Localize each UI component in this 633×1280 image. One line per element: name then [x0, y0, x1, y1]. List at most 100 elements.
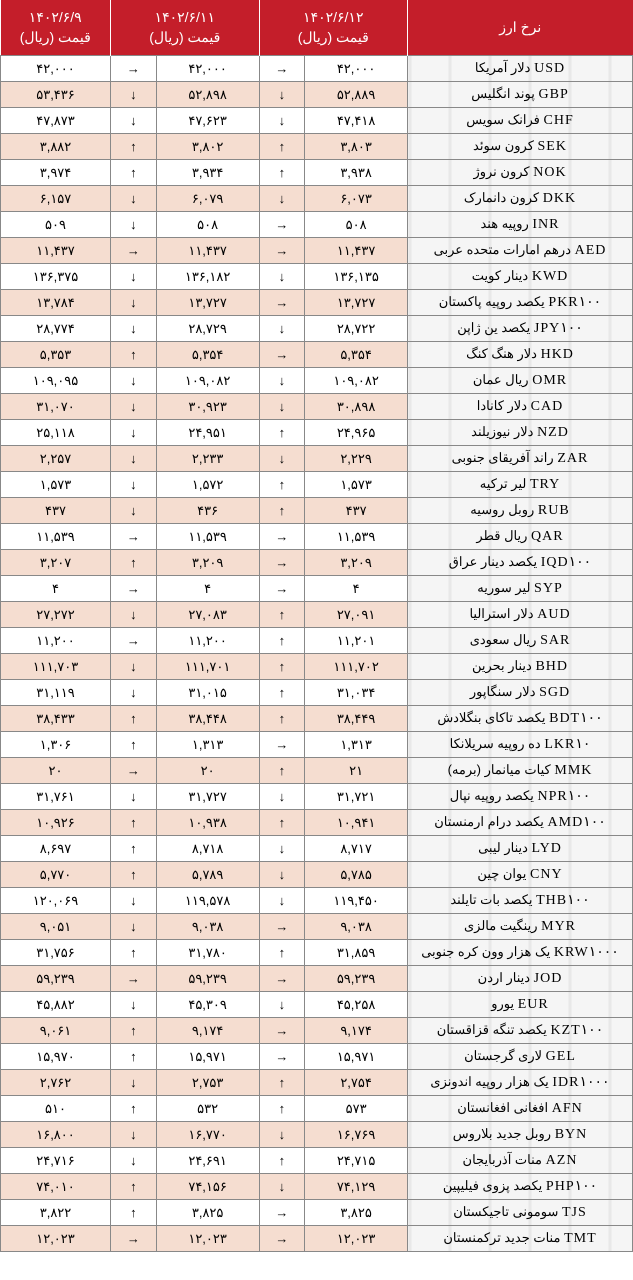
table-row: NPR۱۰۰ یکصد روپیه نپال۳۱,۷۲۱↓۳۱,۷۲۷↓۳۱,۷… [1, 784, 633, 810]
trend-arrow: ↓ [259, 1174, 305, 1200]
price-cell: ۵,۳۵۴ [305, 342, 408, 368]
currency-code: AZN [546, 1153, 578, 1168]
currency-code: TMT [564, 1231, 597, 1246]
price-cell: ۸,۷۱۷ [305, 836, 408, 862]
price-cell: ۱۱۹,۴۵۰ [305, 888, 408, 914]
table-row: JOD دینار اردن۵۹,۲۳۹→۵۹,۲۳۹→۵۹,۲۳۹ [1, 966, 633, 992]
currency-label: روبل روسیه [470, 502, 534, 517]
trend-arrow: ↑ [259, 758, 305, 784]
price-cell: ۴۳۷ [305, 498, 408, 524]
currency-code: LYD [532, 841, 562, 856]
trend-arrow: ↑ [259, 1148, 305, 1174]
header-date-3: ۱۴۰۲/۶/۹ قیمت (ریال) [1, 0, 111, 56]
price-cell: ۱۶,۸۰۰ [1, 1122, 111, 1148]
price-cell: ۲۷,۰۸۳ [156, 602, 259, 628]
currency-code: SYP [534, 581, 563, 596]
currency-name-cell: BDT۱۰۰ یکصد تاکای بنگلادش [408, 706, 633, 732]
trend-arrow: ↓ [111, 498, 157, 524]
currency-name-cell: NOK کرون نروژ [408, 160, 633, 186]
table-row: PKR۱۰۰ یکصد روپیه پاکستان۱۳,۷۲۷→۱۳,۷۲۷↓۱… [1, 290, 633, 316]
trend-arrow: → [259, 1226, 305, 1252]
price-cell: ۷۴,۱۵۶ [156, 1174, 259, 1200]
currency-name-cell: EUR یورو [408, 992, 633, 1018]
currency-name-cell: OMR ریال عمان [408, 368, 633, 394]
currency-code: AMD۱۰۰ [548, 815, 606, 830]
currency-code: TJS [562, 1205, 587, 1220]
trend-arrow: ↑ [111, 1174, 157, 1200]
price-cell: ۶,۰۷۳ [305, 186, 408, 212]
currency-code: AUD [537, 607, 570, 622]
currency-label: دلار استرالیا [469, 606, 533, 621]
trend-arrow: ↑ [259, 160, 305, 186]
currency-label: دلار سنگاپور [470, 684, 536, 699]
table-row: GEL لاری گرجستان۱۵,۹۷۱→۱۵,۹۷۱↑۱۵,۹۷۰ [1, 1044, 633, 1070]
currency-code: GBP [539, 87, 569, 102]
trend-arrow: ↓ [259, 264, 305, 290]
currency-code: BHD [535, 659, 568, 674]
currency-label: کرون سوئد [473, 138, 534, 153]
price-cell: ۵,۳۵۴ [156, 342, 259, 368]
table-row: DKK کرون دانمارک۶,۰۷۳↓۶,۰۷۹↓۶,۱۵۷ [1, 186, 633, 212]
price-cell: ۱,۵۷۳ [1, 472, 111, 498]
currency-name-cell: AZN منات آذربایجان [408, 1148, 633, 1174]
currency-label: لاری گرجستان [464, 1048, 542, 1063]
trend-arrow: ↑ [111, 1018, 157, 1044]
trend-arrow: ↓ [111, 186, 157, 212]
currency-code: NZD [537, 425, 569, 440]
price-cell: ۲۴,۷۱۶ [1, 1148, 111, 1174]
price-cell: ۱۵,۹۷۱ [305, 1044, 408, 1070]
date-1-text: ۱۴۰۲/۶/۱۲ [266, 8, 401, 28]
price-cell: ۵۳,۴۳۶ [1, 82, 111, 108]
currency-code: QAR [531, 529, 564, 544]
price-cell: ۳۱,۷۲۷ [156, 784, 259, 810]
currency-code: CHF [544, 113, 574, 128]
date-3-text: ۱۴۰۲/۶/۹ [7, 8, 105, 28]
trend-arrow: ↑ [111, 706, 157, 732]
table-row: ZAR راند آفریقای جنوبی۲,۲۲۹↓۲,۲۳۳↓۲,۲۵۷ [1, 446, 633, 472]
price-cell: ۵۹,۲۳۹ [156, 966, 259, 992]
currency-label: کیات میانمار (برمه) [448, 762, 551, 777]
price-cell: ۳,۸۲۵ [305, 1200, 408, 1226]
price-cell: ۵,۷۸۹ [156, 862, 259, 888]
currency-name-cell: BHD دینار بحرین [408, 654, 633, 680]
table-row: CAD دلار کانادا۳۰,۸۹۸↓۳۰,۹۲۳↓۳۱,۰۷۰ [1, 394, 633, 420]
currency-label: یکصد بات تایلند [450, 892, 532, 907]
trend-arrow: ↑ [259, 498, 305, 524]
currency-code: SGD [539, 685, 570, 700]
currency-name-cell: DKK کرون دانمارک [408, 186, 633, 212]
price-cell: ۶,۰۷۹ [156, 186, 259, 212]
table-row: QAR ریال قطر۱۱,۵۳۹→۱۱,۵۳۹→۱۱,۵۳۹ [1, 524, 633, 550]
currency-label: ریال سعودی [470, 632, 537, 647]
trend-arrow: ↓ [259, 316, 305, 342]
price-cell: ۳,۹۳۴ [156, 160, 259, 186]
trend-arrow: → [111, 1226, 157, 1252]
price-cell: ۱۶,۷۶۹ [305, 1122, 408, 1148]
price-label-1: قیمت (ریال) [266, 28, 401, 48]
currency-label: منات آذربایجان [463, 1152, 542, 1167]
trend-arrow: ↑ [111, 134, 157, 160]
price-cell: ۹,۱۷۴ [156, 1018, 259, 1044]
trend-arrow: ↑ [111, 160, 157, 186]
trend-arrow: ↑ [259, 472, 305, 498]
exchange-rate-table: نرخ ارز ۱۴۰۲/۶/۱۲ قیمت (ریال) ۱۴۰۲/۶/۱۱ … [0, 0, 633, 1252]
currency-name-cell: MYR رینگیت مالزی [408, 914, 633, 940]
price-cell: ۳۱,۷۶۱ [1, 784, 111, 810]
currency-label: راند آفریقای جنوبی [452, 450, 554, 465]
currency-label: درهم امارات متحده عربی [434, 242, 571, 257]
trend-arrow: → [259, 576, 305, 602]
trend-arrow: ↓ [111, 602, 157, 628]
trend-arrow: → [259, 1018, 305, 1044]
price-cell: ۲۵,۱۱۸ [1, 420, 111, 446]
trend-arrow: → [259, 732, 305, 758]
currency-name-cell: AED درهم امارات متحده عربی [408, 238, 633, 264]
table-row: AUD دلار استرالیا۲۷,۰۹۱↑۲۷,۰۸۳↓۲۷,۲۷۲ [1, 602, 633, 628]
price-cell: ۱۰,۹۲۶ [1, 810, 111, 836]
price-cell: ۸,۷۱۸ [156, 836, 259, 862]
trend-arrow: ↑ [111, 1044, 157, 1070]
table-row: SGD دلار سنگاپور۳۱,۰۳۴↑۳۱,۰۱۵↓۳۱,۱۱۹ [1, 680, 633, 706]
currency-label: رینگیت مالزی [464, 918, 538, 933]
price-cell: ۲۸,۷۷۴ [1, 316, 111, 342]
currency-code: AED [575, 243, 607, 258]
table-row: CNY یوان چین۵,۷۸۵↓۵,۷۸۹↑۵,۷۷۰ [1, 862, 633, 888]
price-cell: ۳۸,۴۳۳ [1, 706, 111, 732]
